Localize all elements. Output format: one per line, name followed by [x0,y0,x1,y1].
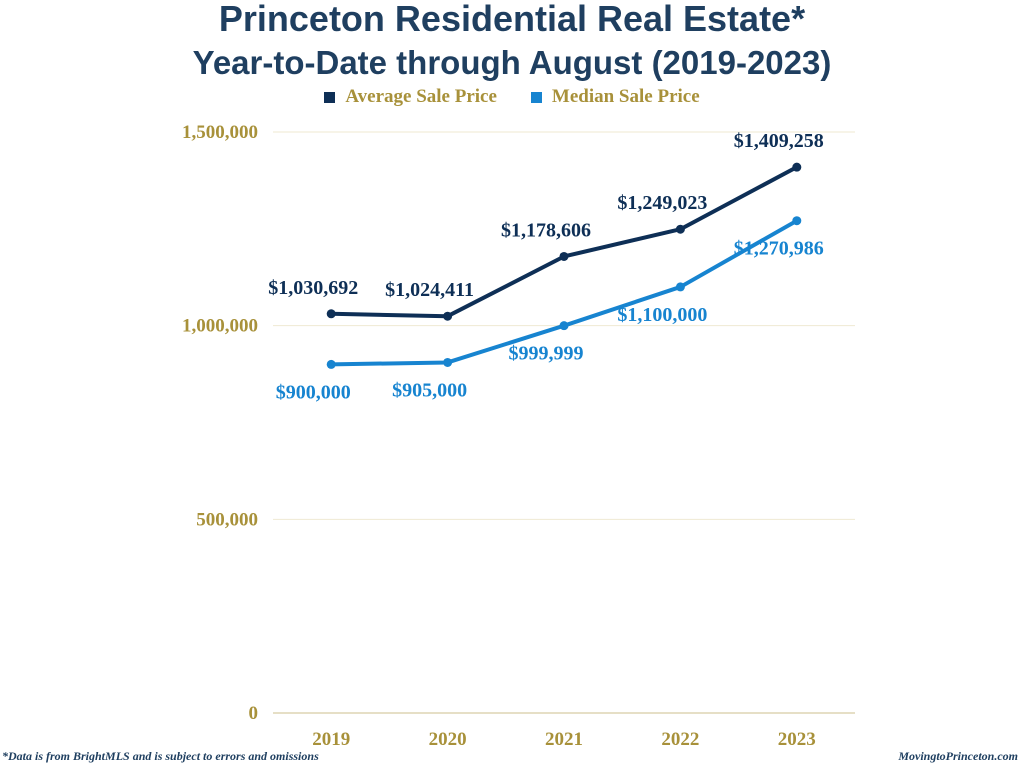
legend-item-median: Median Sale Price [530,86,700,108]
data-label: $1,270,986 [734,238,824,260]
data-point [326,359,336,369]
y-tick-label: 1,500,000 [182,122,258,143]
legend-swatch-average [324,91,336,103]
data-label: $1,178,606 [501,219,591,241]
data-label: $1,249,023 [617,192,707,214]
chart-title: Princeton Residential Real Estate* [218,0,806,39]
data-point [443,311,453,321]
x-tick-label: 2021 [545,729,583,750]
x-tick-label: 2022 [661,729,699,750]
footnote: *Data is from BrightMLS and is subject t… [2,749,319,763]
data-label: $1,030,692 [268,277,358,299]
y-tick-label: 500,000 [196,509,258,530]
data-point [792,162,802,172]
x-tick-label: 2020 [429,729,467,750]
data-label: $905,000 [392,379,467,401]
y-tick-label: 1,000,000 [182,316,258,337]
x-tick-label: 2019 [312,729,350,750]
chart-subtitle: Year-to-Date through August (2019-2023) [192,44,832,81]
legend-label-median: Median Sale Price [551,86,700,107]
data-point [792,216,802,226]
source-credit: MovingtoPrinceton.com [898,749,1018,763]
y-tick-label: 0 [249,703,259,724]
x-tick-label: 2023 [778,729,816,750]
legend-label-average: Average Sale Price [345,86,497,107]
legend-item-average: Average Sale Price [324,86,497,108]
data-point [675,282,685,292]
data-label: $1,024,411 [385,279,474,301]
data-label: $900,000 [276,381,351,403]
data-point [559,321,569,331]
data-label: $1,100,000 [617,304,707,326]
data-point [443,357,453,367]
data-point [326,309,336,319]
data-label: $999,999 [509,343,584,365]
data-point [559,251,569,261]
legend-swatch-median [530,91,542,103]
chart-legend: Average Sale Price Median Sale Price [0,86,1024,108]
data-point [675,224,685,234]
data-label: $1,409,258 [734,130,824,152]
